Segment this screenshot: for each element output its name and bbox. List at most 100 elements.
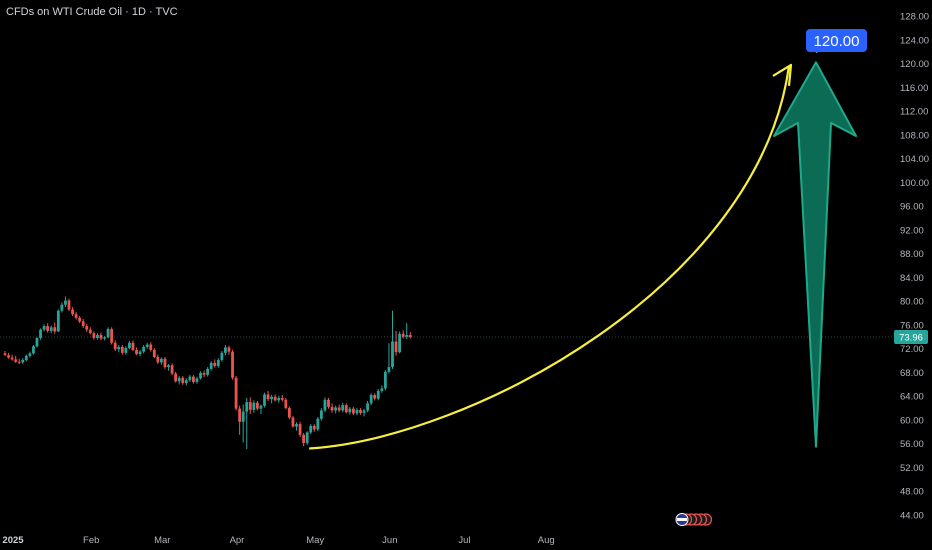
candle-body [131, 342, 135, 350]
price-axis[interactable]: 128.00 124.00 120.00 116.00 112.00 108.00 104.… [900, 12, 929, 522]
candle-body [334, 407, 338, 411]
candle-body [60, 304, 64, 311]
candle-body [96, 335, 99, 338]
x-tick-label: Aug [538, 535, 555, 546]
candle-body [273, 396, 277, 401]
candle-body [241, 411, 245, 422]
candle-body [341, 405, 345, 411]
candle-body [74, 314, 78, 318]
candle-body [312, 425, 316, 430]
candle-body [120, 346, 124, 353]
y-tick-label: 64.00 [900, 392, 924, 403]
target-label-box [806, 29, 867, 52]
candle-body [319, 410, 323, 419]
last-price-tag [894, 330, 928, 345]
candle-body [163, 358, 167, 368]
candle-body [117, 346, 121, 350]
y-tick-label: 44.00 [900, 511, 924, 522]
candle-body [209, 362, 213, 369]
candle-body [156, 356, 160, 363]
time-axis[interactable]: 2025 Feb Mar Apr May Jun Jul Aug [2, 535, 554, 546]
candle-body [99, 335, 103, 339]
candle-body [195, 378, 199, 382]
candle-body [71, 309, 74, 315]
candle-body [383, 371, 387, 389]
candle-body [348, 408, 352, 413]
candle-body [78, 317, 82, 322]
candle-body [298, 424, 302, 435]
candle-body [202, 373, 206, 375]
y-tick-label: 104.00 [900, 154, 929, 165]
y-tick-label: 56.00 [900, 439, 924, 450]
candle-body [181, 377, 185, 384]
candle-body [359, 409, 362, 413]
candle-body [405, 335, 409, 337]
candle-body [17, 361, 21, 363]
candle-body [10, 357, 14, 360]
candle-body [309, 425, 313, 433]
candle-body [256, 402, 259, 409]
candle-body [85, 326, 89, 330]
candle-body [39, 329, 42, 338]
y-tick-label: 52.00 [900, 463, 924, 474]
y-tick-label: 60.00 [900, 415, 924, 426]
candle-body [327, 399, 330, 407]
y-tick-label: 92.00 [900, 225, 924, 236]
candle-body [14, 359, 18, 362]
candle-body [152, 349, 156, 357]
y-tick-label: 96.00 [900, 202, 924, 213]
candle-body [401, 333, 405, 337]
candle-body [398, 333, 402, 353]
candle-body [408, 335, 412, 338]
candle-body [248, 402, 252, 410]
candle-body [295, 424, 298, 427]
candle-body [380, 388, 384, 391]
candle-body [369, 395, 373, 404]
candle-body [46, 326, 50, 331]
candle-body [199, 373, 202, 379]
candle-body [7, 355, 10, 358]
candle-body [128, 342, 131, 349]
y-tick-label: 108.00 [900, 130, 929, 141]
candle-body [224, 347, 227, 353]
candle-body [344, 405, 348, 413]
candle-body [366, 403, 370, 411]
y-tick-label: 100.00 [900, 178, 929, 189]
y-tick-label: 76.00 [900, 320, 924, 331]
candle-body [234, 377, 238, 409]
x-tick-label: Jul [458, 535, 470, 546]
events-badges[interactable] [675, 513, 713, 526]
projection-curve [309, 63, 793, 450]
candle-body [351, 408, 355, 414]
candle-body [49, 327, 53, 331]
candle-body [362, 410, 366, 413]
candle-body [103, 337, 106, 339]
candle-body [142, 346, 146, 352]
y-tick-label: 116.00 [900, 83, 928, 94]
y-tick-label: 48.00 [900, 487, 924, 498]
candle-body [263, 394, 266, 406]
candle-body [280, 397, 284, 400]
candle-body [216, 359, 220, 366]
x-tick-label: May [306, 535, 324, 546]
x-tick-label: 2025 [2, 535, 24, 546]
candle-body [323, 399, 327, 411]
candle-body [64, 300, 67, 305]
candle-body [170, 365, 174, 374]
candle-body [252, 402, 256, 410]
candle-body [135, 349, 138, 355]
candle-body [106, 329, 110, 338]
x-tick-label: Apr [230, 535, 245, 546]
candle-body [174, 373, 178, 382]
candle-body [28, 353, 32, 356]
x-tick-label: Feb [83, 535, 99, 546]
candle-body [110, 329, 114, 343]
target-arrow [773, 61, 857, 448]
candle-body [92, 333, 96, 338]
candle-body [213, 362, 217, 366]
candle-body [177, 377, 181, 382]
candle-body [32, 346, 35, 354]
candle-body [188, 376, 192, 381]
candle-body [238, 408, 242, 422]
